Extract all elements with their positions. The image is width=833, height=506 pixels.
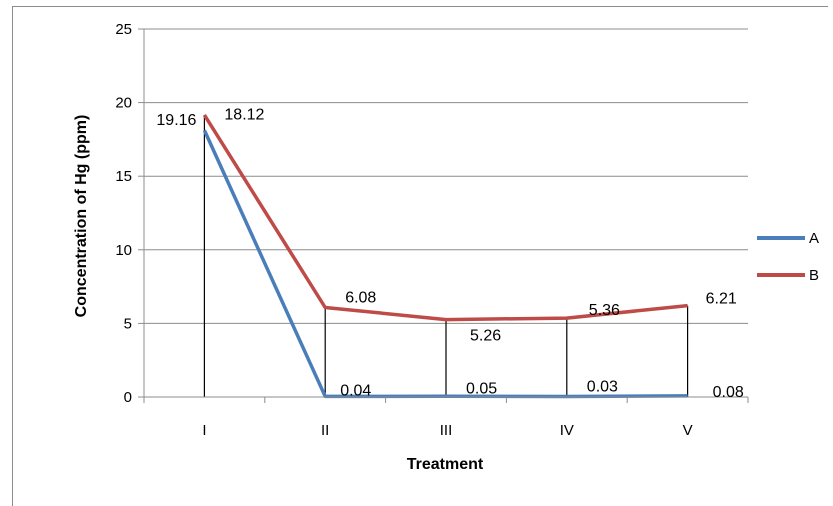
- y-tick-label: 0: [124, 389, 132, 406]
- y-axis-title: Concentration of Hg (ppm): [73, 115, 90, 318]
- x-tick-label: IV: [560, 422, 574, 439]
- y-tick-label: 5: [124, 315, 132, 332]
- data-label-B-IV: 5.36: [589, 302, 620, 319]
- data-label-A-IV: 0.03: [587, 379, 618, 396]
- x-tick-label: II: [321, 422, 329, 439]
- chart-frame: [12, 6, 828, 506]
- legend-label-A: A: [809, 230, 819, 247]
- data-label-B-V: 6.21: [706, 291, 737, 308]
- data-labels: 18.12 0.04 0.05 0.03 0.08 19.16 6.08 5.26 5.36 6.…: [156, 106, 743, 401]
- data-label-A-II: 0.04: [340, 382, 371, 399]
- y-tick-label: 20: [115, 95, 132, 112]
- legend: AB: [757, 230, 819, 284]
- data-label-B-III: 5.26: [470, 328, 501, 345]
- series-line-A: [202, 129, 688, 399]
- series-line-B: [202, 114, 688, 322]
- y-tick-label: 15: [115, 168, 132, 185]
- x-tick-label: III: [440, 422, 453, 439]
- legend-label-B: B: [809, 267, 819, 284]
- x-axis: I II III IV V: [143, 396, 749, 439]
- data-label-A-V: 0.08: [713, 384, 744, 401]
- y-tick-label: 10: [115, 242, 132, 259]
- x-tick-label: V: [683, 422, 693, 439]
- y-axis: 0 5 10 15 20 25: [115, 21, 145, 406]
- data-label-B-II: 6.08: [345, 290, 376, 307]
- drop-lines: [203, 114, 689, 397]
- data-label-A-III: 0.05: [466, 380, 497, 397]
- x-axis-title: Treatment: [407, 456, 484, 473]
- x-tick-label: I: [202, 422, 206, 439]
- data-label-A-I: 18.12: [224, 106, 264, 123]
- y-tick-label: 25: [115, 21, 132, 38]
- data-label-B-I: 19.16: [156, 112, 196, 129]
- series-lines: [202, 114, 688, 399]
